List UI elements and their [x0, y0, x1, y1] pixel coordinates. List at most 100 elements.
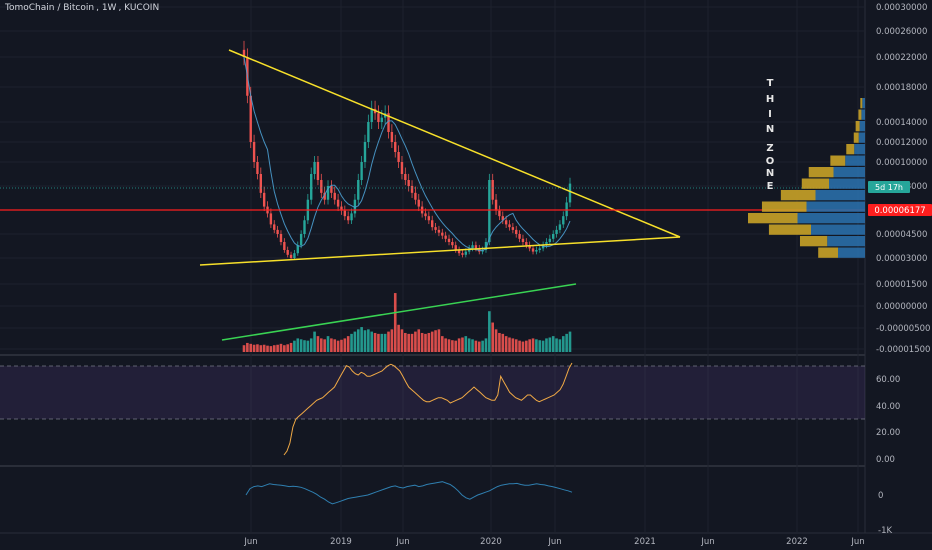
- candle-body: [326, 186, 330, 200]
- volume-bar: [404, 332, 407, 352]
- volume-profile-bar: [859, 121, 865, 132]
- volume-profile-bar: [815, 190, 865, 201]
- volume-profile-bar: [858, 109, 862, 120]
- volume-bar: [259, 345, 263, 352]
- volume-bar: [316, 336, 320, 352]
- candle-body: [504, 220, 508, 225]
- volume-bar: [252, 344, 256, 352]
- volume-bar: [427, 332, 431, 352]
- volume-bar: [451, 340, 454, 352]
- candle-body: [252, 142, 256, 162]
- volume-profile-bar: [838, 247, 865, 258]
- candle-body: [320, 180, 323, 193]
- volume-bar: [440, 336, 444, 352]
- time-tick-label: Jun: [243, 537, 257, 547]
- price-tick-label: 0.00026000: [876, 27, 927, 37]
- candle-body: [441, 232, 444, 236]
- volume-bar: [525, 340, 528, 352]
- candle-body: [350, 213, 353, 221]
- volume-bar: [531, 338, 535, 352]
- volume-bar: [518, 340, 521, 352]
- volume-profile-bar: [846, 144, 855, 155]
- candle-body: [484, 242, 488, 250]
- candle-body: [336, 199, 340, 207]
- volume-profile-bar: [801, 178, 829, 189]
- rsi-tick-label: 20.00: [876, 428, 900, 438]
- candle-body: [380, 117, 383, 122]
- rsi-band: [0, 366, 865, 419]
- volume-profile-bar: [797, 213, 865, 224]
- candle-body: [545, 242, 548, 246]
- candle-body: [313, 162, 316, 174]
- candle-body: [562, 216, 565, 225]
- price-tick-label: -0.00000500: [876, 324, 930, 334]
- price-tick-label: -0.00001500: [876, 345, 930, 355]
- candle-body: [551, 234, 555, 239]
- thin-zone-annotation: N: [766, 168, 774, 179]
- volume-bar: [286, 344, 289, 352]
- volume-bar: [353, 331, 357, 352]
- candle-body: [286, 250, 289, 255]
- candle-body: [293, 253, 296, 258]
- candle-body: [310, 174, 313, 200]
- volume-bar: [528, 339, 531, 352]
- oscillator-line: [245, 481, 573, 505]
- volume-bar: [256, 344, 259, 352]
- volume-profile-bar: [811, 224, 865, 235]
- volume-profile-bar: [799, 236, 828, 247]
- candle-body: [451, 242, 454, 246]
- candle-body: [521, 238, 525, 242]
- volume-bar: [454, 340, 458, 352]
- rsi-tick-label: 60.00: [876, 375, 900, 385]
- candle-body: [474, 245, 478, 249]
- price-tick-label: 0.00001500: [876, 280, 927, 290]
- volume-bar: [289, 342, 293, 352]
- volume-bar: [414, 331, 417, 352]
- volume-bar: [464, 336, 468, 352]
- volume-bar: [494, 329, 498, 352]
- candle-body: [289, 254, 293, 258]
- thin-zone-annotation: O: [766, 156, 775, 167]
- volume-profile-bar: [833, 167, 865, 178]
- volume-bar: [387, 331, 390, 352]
- time-tick-label: 2021: [634, 537, 656, 547]
- candle-body: [394, 142, 397, 152]
- candle-body: [437, 229, 441, 233]
- candle-body: [357, 180, 360, 200]
- price-tick-label: 0.00022000: [876, 53, 927, 63]
- volume-bar: [491, 322, 495, 352]
- volume-bar: [319, 338, 323, 352]
- volume-bar: [417, 329, 421, 352]
- volume-profile-bar: [853, 132, 859, 143]
- volume-bar: [390, 329, 394, 352]
- candle-body: [340, 206, 343, 211]
- candle-body: [330, 186, 333, 193]
- time-tick-label: Jun: [547, 537, 561, 547]
- volume-bar: [504, 336, 508, 352]
- triangle-upper-trendline: [228, 49, 681, 238]
- volume-bar: [343, 338, 347, 352]
- volume-bar: [501, 333, 505, 352]
- volume-bar: [377, 333, 380, 352]
- volume-profile-bar: [845, 155, 865, 166]
- volume-bar: [545, 338, 548, 352]
- volume-bar: [340, 339, 343, 352]
- volume-bar: [410, 333, 414, 352]
- volume-bar: [246, 342, 249, 352]
- volume-bar: [538, 340, 542, 352]
- candle-body: [256, 162, 259, 174]
- candle-body: [249, 95, 252, 142]
- volume-bar: [326, 336, 330, 352]
- price-tick-label: 0.00003000: [876, 254, 927, 264]
- volume-bar: [488, 311, 491, 352]
- price-tick-label: 0.00030000: [876, 3, 927, 13]
- candle-body: [508, 224, 511, 228]
- candle-body: [333, 192, 336, 200]
- volume-bar: [477, 341, 481, 352]
- time-tick-label: Jun: [395, 537, 409, 547]
- candle-body: [498, 210, 501, 217]
- interval-label: 1W: [101, 3, 117, 13]
- volume-bar: [303, 340, 306, 352]
- candle-body: [370, 108, 373, 122]
